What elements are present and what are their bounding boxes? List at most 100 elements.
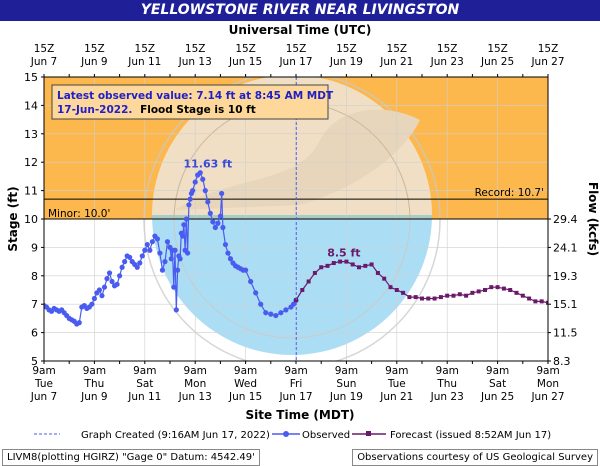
observed-point <box>205 199 211 205</box>
observed-point <box>76 320 82 326</box>
forecast-point <box>476 289 481 294</box>
forecast-point <box>350 262 355 267</box>
forecast-point <box>527 296 532 301</box>
observed-point <box>134 264 140 270</box>
forecast-point <box>501 286 506 291</box>
observed-point <box>142 247 148 253</box>
forecast-point <box>489 285 494 290</box>
observed-point <box>117 273 123 279</box>
x-tick-day: Wed <box>234 378 257 390</box>
top-tick-time: 15Z <box>437 43 458 55</box>
y-tick-label: 7 <box>31 298 38 311</box>
observed-point <box>144 241 150 248</box>
forecast-point <box>401 290 406 295</box>
x-tick-date: Jun 23 <box>430 391 464 403</box>
top-axis-title: Universal Time (UTC) <box>228 23 372 37</box>
left-axis-title: Stage (ft) <box>6 186 20 252</box>
footer-credit: Observations courtesy of US Geological S… <box>352 449 598 466</box>
x-tick-day: Mon <box>184 378 206 390</box>
top-tick-time: 15Z <box>336 43 357 55</box>
observed-point <box>164 239 171 245</box>
observed-point <box>283 307 289 313</box>
observed-point <box>258 301 264 307</box>
x-tick-day: Sat <box>489 378 506 390</box>
flow-tick-label: 29.4 <box>553 213 578 226</box>
forecast-point <box>495 285 500 290</box>
right-axis-title: Flow (kcfs) <box>586 181 600 257</box>
forecast-point <box>520 293 525 298</box>
x-tick-time: 9am <box>184 365 207 377</box>
observed-peak-label: 11.63 ft <box>183 158 232 171</box>
observed-point <box>119 264 125 270</box>
observed-point <box>222 241 229 248</box>
top-tick-date: Jun 17 <box>278 56 312 68</box>
observed-point <box>278 310 284 316</box>
forecast-point <box>319 265 324 270</box>
y-tick-label: 14 <box>24 99 38 112</box>
observed-point <box>227 256 234 262</box>
observed-point <box>212 224 218 231</box>
forecast-point <box>508 288 513 292</box>
x-tick-time: 9am <box>385 365 408 377</box>
top-tick-date: Jun 11 <box>127 56 161 68</box>
observed-point <box>99 293 105 299</box>
footer-datum: LIVM8(plotting HGIRZ) "Gage 0" Datum: 45… <box>2 449 260 466</box>
observed-point <box>207 210 213 216</box>
forecast-point <box>382 276 387 281</box>
x-tick-date: Jun 11 <box>127 391 161 403</box>
legend-forecast: Forecast (issued 8:52AM Jun 17) <box>390 430 551 441</box>
observed-point <box>248 278 254 285</box>
x-tick-day: Tue <box>387 378 406 390</box>
forecast-point <box>344 259 349 264</box>
observed-point <box>114 281 120 287</box>
forecast-point <box>457 292 462 297</box>
observed-point <box>183 216 189 222</box>
observed-point <box>154 236 160 242</box>
forecast-point <box>294 298 298 303</box>
observed-point <box>253 290 259 296</box>
x-tick-time: 9am <box>335 365 358 377</box>
latest-observation-box: Latest observed value: 7.14 ft at 8:45 A… <box>51 84 334 120</box>
x-tick-time: 9am <box>536 365 559 377</box>
top-tick-time: 15Z <box>34 43 55 55</box>
legend-observed: Observed <box>302 430 350 441</box>
top-tick-time: 15Z <box>84 43 105 55</box>
observed-point <box>268 311 274 317</box>
observed-point <box>174 267 181 273</box>
observed-point <box>181 222 187 228</box>
top-tick-date: Jun 15 <box>228 56 262 68</box>
observed-point <box>171 284 177 290</box>
x-tick-time: 9am <box>436 365 459 377</box>
x-tick-day: Sat <box>136 378 153 390</box>
forecast-point <box>546 300 548 305</box>
observed-point <box>273 312 279 319</box>
legend: Graph Created (9:16AM Jun 17, 2022) Obse… <box>34 430 551 441</box>
forecast-point <box>357 265 361 270</box>
x-tick-time: 9am <box>486 365 509 377</box>
observed-point <box>147 247 153 253</box>
top-tick-date: Jun 19 <box>329 56 363 68</box>
flow-tick-label: 8.3 <box>553 355 571 368</box>
x-tick-date: Jun 25 <box>480 391 514 403</box>
y-tick-label: 6 <box>31 327 38 340</box>
observed-point <box>104 276 110 282</box>
forecast-point <box>533 299 538 304</box>
y-tick-label: 8 <box>31 270 38 283</box>
forecast-point <box>306 279 311 284</box>
top-tick-time: 15Z <box>387 43 408 55</box>
x-tick-day: Mon <box>537 378 559 390</box>
observed-point <box>243 267 249 273</box>
observed-point <box>210 219 216 225</box>
latest-value-text: Latest observed value: 7.14 ft at 8:45 A… <box>57 90 334 102</box>
top-tick-date: Jun 7 <box>30 56 57 68</box>
forecast-point <box>483 288 487 292</box>
x-tick-day: Sun <box>336 378 356 390</box>
forecast-point <box>420 296 424 301</box>
x-tick-date: Jun 13 <box>178 391 212 403</box>
x-tick-time: 9am <box>32 365 55 377</box>
top-tick-date: Jun 27 <box>530 56 564 68</box>
observed-point <box>190 188 196 194</box>
observed-point <box>159 267 166 273</box>
x-tick-date: Jun 27 <box>530 391 564 403</box>
observed-point <box>109 278 115 285</box>
